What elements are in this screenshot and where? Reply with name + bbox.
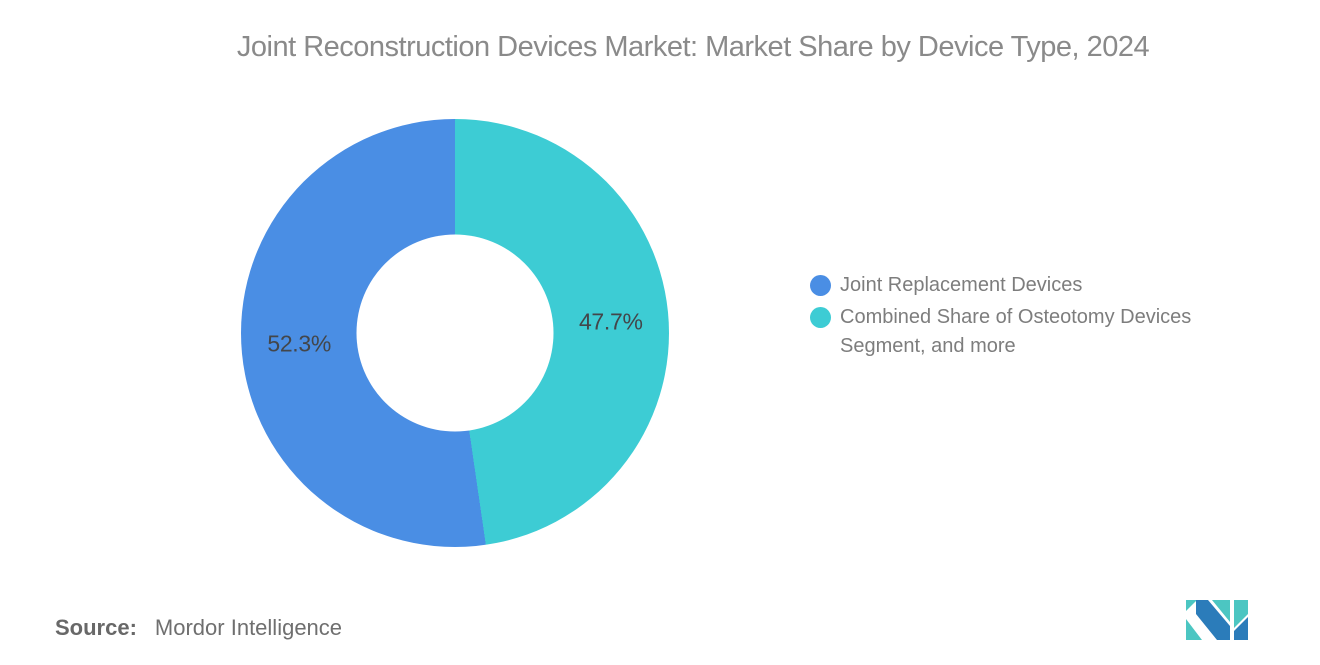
donut-hole xyxy=(356,234,554,432)
donut-chart: 47.7% 52.3% xyxy=(241,119,669,547)
legend-label: Combined Share of Osteotomy Devices Segm… xyxy=(840,306,1192,357)
chart-title: Joint Reconstruction Devices Market: Mar… xyxy=(236,31,1150,63)
source-label: Source: xyxy=(55,615,137,640)
slice-label: 52.3% xyxy=(267,330,332,357)
legend-item: Joint Replacement Devices xyxy=(810,271,1230,300)
legend-item: Combined Share of Osteotomy Devices Segm… xyxy=(810,303,1230,361)
mordor-intelligence-logo xyxy=(1186,600,1252,640)
legend-label: Joint Replacement Devices xyxy=(840,274,1083,296)
slice-label: 47.7% xyxy=(578,308,643,335)
source-value: Mordor Intelligence xyxy=(154,615,343,640)
legend: Joint Replacement Devices Combined Share … xyxy=(810,271,1230,364)
mi-logo-mark xyxy=(1186,600,1248,640)
source-note: Source: Mordor Intelligence xyxy=(55,615,342,641)
legend-dot xyxy=(810,275,831,296)
legend-dot xyxy=(810,307,831,328)
